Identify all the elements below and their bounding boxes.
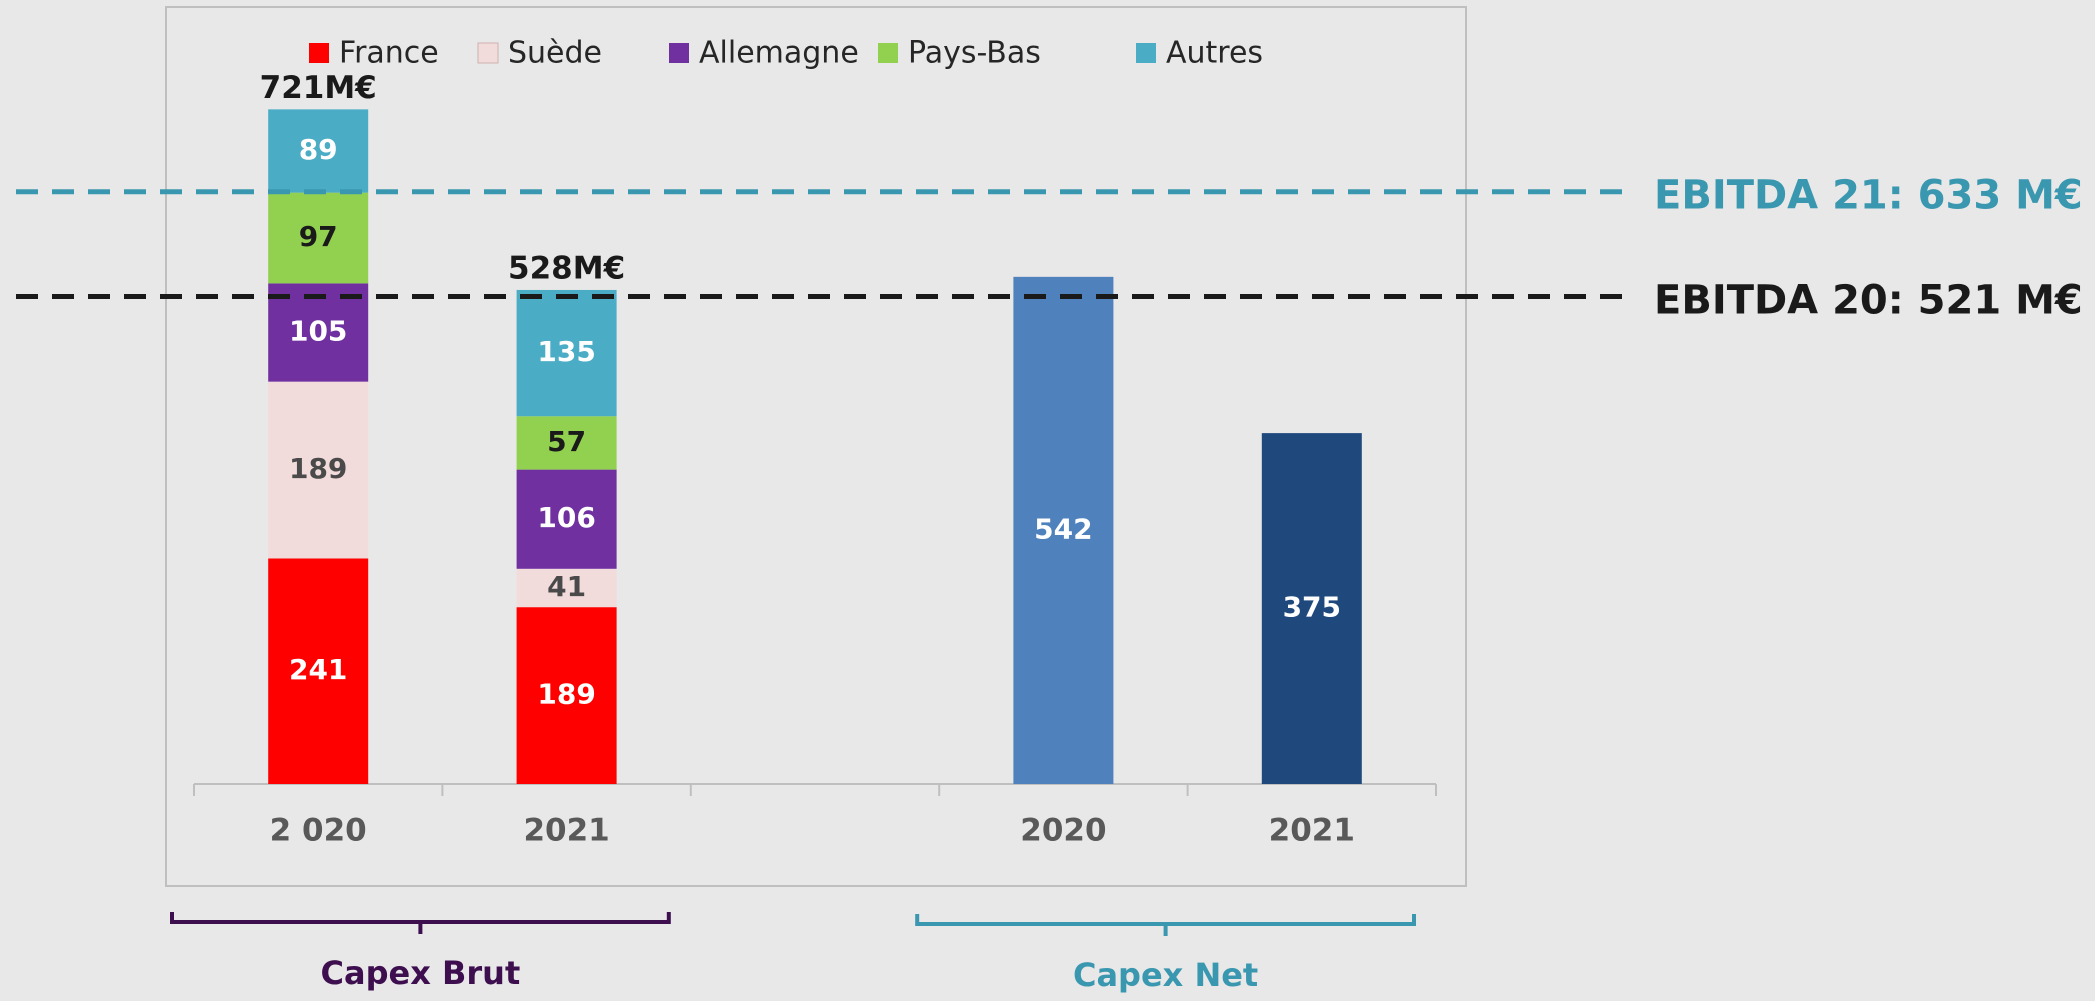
plot-frame [165,6,1467,887]
legend-label: Allemagne [699,36,859,71]
data-label: 189 [289,452,347,485]
total-label: 528M€ [508,250,625,286]
legend-swatch [878,43,898,63]
group-label: Capex Brut [321,954,521,992]
reference-label: EBITDA 20: 521 M€ [1654,278,2083,324]
bar-segment [1013,276,1114,784]
bar-segment [516,289,617,417]
data-label: 135 [537,335,595,368]
bar-segment [268,558,369,784]
data-label: 89 [299,133,338,166]
group-label: Capex Net [1073,956,1258,994]
legend-swatch [477,42,499,64]
legend-label: Suède [508,36,602,71]
data-label: 542 [1034,512,1092,545]
reference-label: EBITDA 21: 633 M€ [1654,173,2083,219]
legend-label: Autres [1166,36,1263,71]
data-label: 106 [537,501,595,534]
total-label: 721M€ [260,70,377,106]
group-bracket [915,914,1416,936]
data-label: 41 [547,570,586,603]
data-label: 97 [299,220,338,253]
bar-segment [516,568,617,608]
legend-swatch [1136,43,1156,63]
legend-label: France [339,36,439,71]
x-tick-label: 2020 [1020,813,1106,849]
x-tick-label: 2 020 [270,813,367,849]
data-label: 57 [547,425,586,458]
group-bracket [170,912,671,934]
data-label: 105 [289,315,347,348]
x-tick-label: 2021 [1269,813,1355,849]
bar-segment [516,469,617,569]
legend-label: Pays-Bas [908,36,1041,71]
bar-segment [516,416,617,470]
bar-segment [268,283,369,382]
bar-segment [268,192,369,284]
legend-swatch [669,43,689,63]
bar-segment [268,109,369,193]
bar-segment [268,381,369,559]
data-label: 375 [1283,591,1341,624]
data-label: 189 [537,678,595,711]
data-label: 241 [289,653,347,686]
bar-segment [516,607,617,784]
x-tick-label: 2021 [523,813,609,849]
legend-swatch [309,43,329,63]
bar-segment [1261,433,1362,784]
